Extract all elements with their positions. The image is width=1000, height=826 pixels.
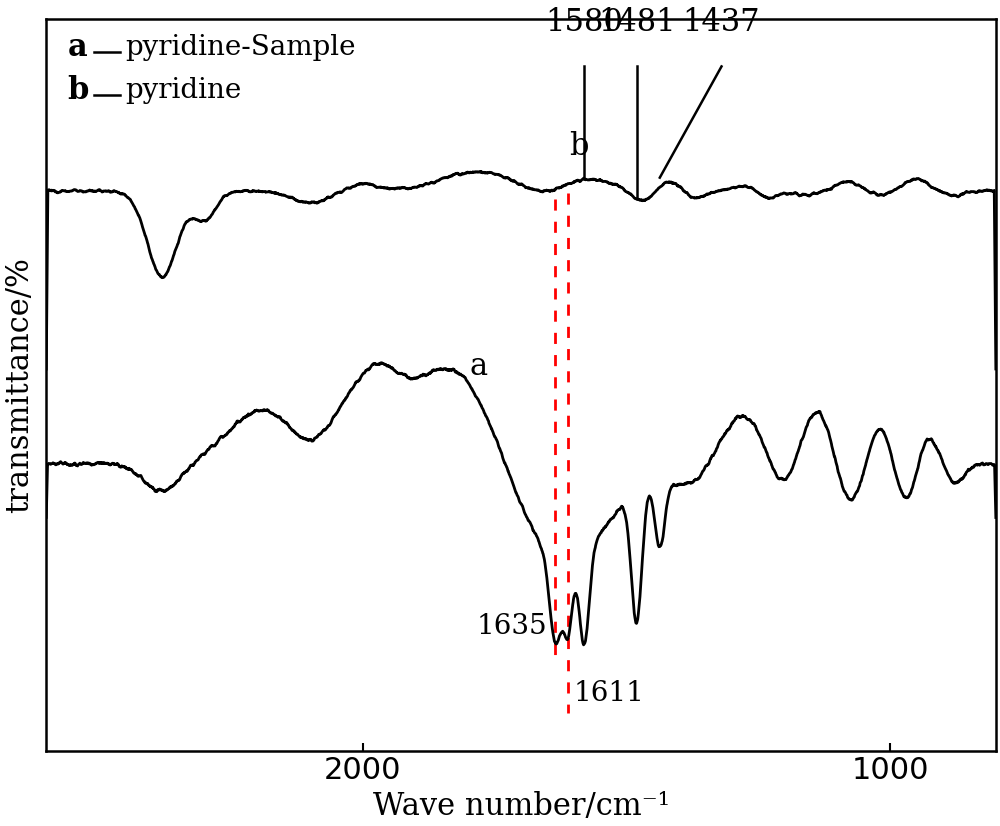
Text: pyridine-Sample: pyridine-Sample — [125, 34, 356, 61]
Text: 1635: 1635 — [477, 613, 547, 639]
Text: 1481: 1481 — [598, 7, 675, 38]
Text: a: a — [67, 31, 87, 63]
X-axis label: Wave number/cm⁻¹: Wave number/cm⁻¹ — [373, 790, 670, 822]
Text: pyridine: pyridine — [125, 77, 242, 104]
Text: 1437: 1437 — [683, 7, 760, 38]
Text: 1611: 1611 — [574, 680, 645, 706]
Text: 1580: 1580 — [545, 7, 623, 38]
Text: b: b — [67, 75, 89, 106]
Y-axis label: transmittance/%: transmittance/% — [4, 257, 35, 513]
Text: b: b — [569, 131, 589, 162]
Text: a: a — [470, 351, 488, 382]
